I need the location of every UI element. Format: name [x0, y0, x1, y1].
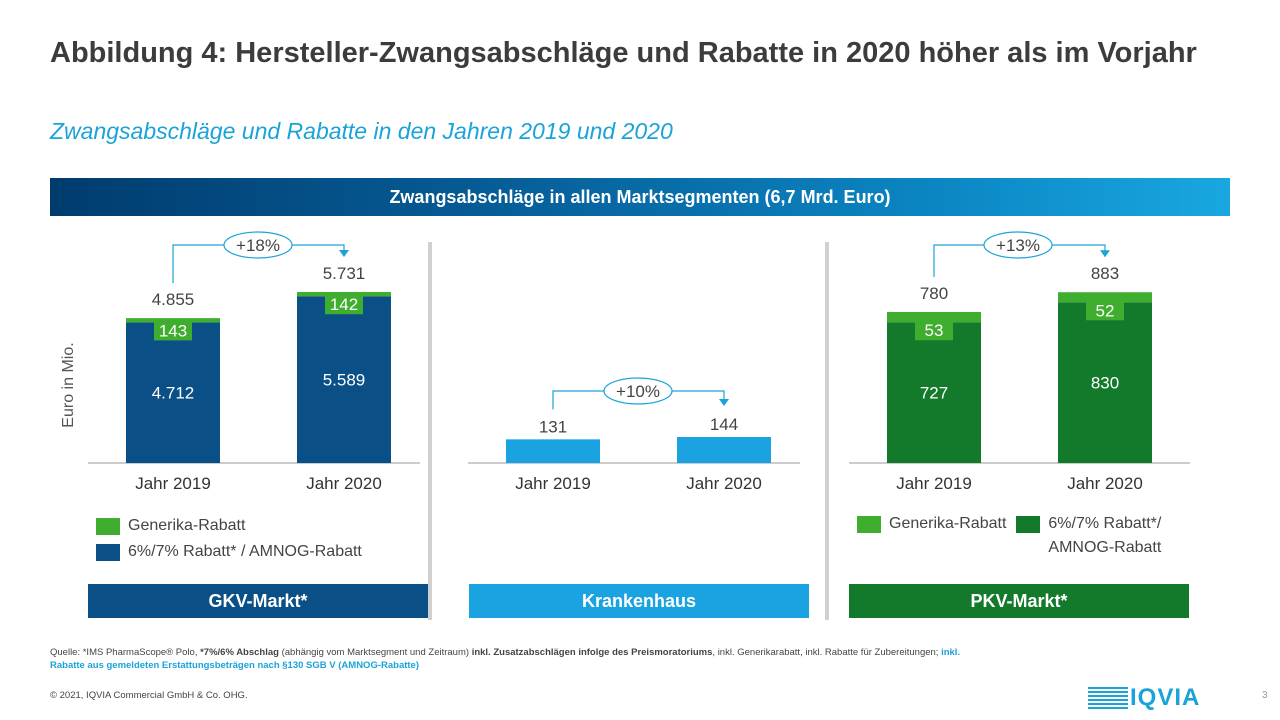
gkv-bar-generika-0 — [126, 318, 220, 323]
pkv-legend-generika: Generika-Rabatt — [857, 511, 1006, 537]
pkv-total-label-1: 883 — [1091, 264, 1119, 283]
gkv-bar-base-0 — [126, 322, 220, 463]
pkv-bar-generika-0 — [887, 311, 981, 323]
pkv-growth-arrow — [1100, 250, 1110, 258]
krankenhaus-bar-base-0 — [506, 439, 600, 463]
pkv-growth-bubble — [983, 231, 1053, 259]
gkv-total-label-0: 4.855 — [152, 290, 195, 309]
gkv-category-label-0: Jahr 2019 — [135, 474, 211, 493]
base-swatch — [1016, 515, 1041, 533]
page-title: Abbildung 4: Hersteller-Zwangsabschläge … — [50, 37, 1197, 69]
gkv-bar-base-1 — [297, 296, 391, 463]
gkv-generika-label-1: 142 — [330, 295, 358, 314]
logo-lines-icon — [1088, 687, 1128, 709]
gkv-base-label-0: 4.712 — [152, 384, 195, 403]
krankenhaus-growth-bubble — [603, 377, 673, 405]
pkv-base-label-1: 830 — [1091, 374, 1119, 393]
gkv-generika-label-bg-1 — [325, 294, 363, 315]
gkv-legend-base: 6%/7% Rabatt* / AMNOG-Rabatt — [96, 539, 362, 565]
gkv-generika-label-0: 143 — [159, 321, 187, 340]
panel-divider-right — [825, 242, 829, 620]
pkv-category-label-0: Jahr 2019 — [896, 474, 972, 493]
panel-divider-left — [428, 242, 432, 620]
pkv-category-label-1: Jahr 2020 — [1067, 474, 1143, 493]
pkv-base-label-0: 727 — [920, 384, 948, 403]
gkv-legend: Generika-Rabatt 6%/7% Rabatt* / AMNOG-Ra… — [96, 513, 362, 565]
copyright: © 2021, IQVIA Commercial GmbH & Co. OHG. — [50, 690, 248, 701]
legend-label: Generika-Rabatt — [889, 515, 1007, 532]
krankenhaus-total-label-1: 144 — [710, 415, 738, 434]
krankenhaus-growth-arrow — [719, 399, 729, 406]
y-axis-label: Euro in Mio. — [60, 342, 77, 427]
pkv-bar-base-0 — [887, 322, 981, 463]
pkv-total-label-0: 780 — [920, 284, 948, 303]
pkv-generika-label-bg-1 — [1086, 300, 1124, 321]
base-swatch — [96, 543, 120, 561]
segment-krankenhaus: Krankenhaus — [469, 584, 809, 618]
gkv-growth-arrow — [339, 250, 349, 257]
gkv-total-label-1: 5.731 — [323, 264, 366, 283]
gkv-legend-generika: Generika-Rabatt — [96, 513, 362, 539]
segment-gkv: GKV-Markt* — [88, 584, 428, 618]
generika-swatch — [857, 515, 881, 533]
pkv-bar-base-1 — [1058, 302, 1152, 463]
gkv-bar-generika-1 — [297, 292, 391, 297]
pkv-generika-label-bg-0 — [915, 320, 953, 341]
gkv-growth-label: +18% — [236, 236, 280, 255]
krankenhaus-category-label-1: Jahr 2020 — [686, 474, 762, 493]
page-subtitle: Zwangsabschläge und Rabatte in den Jahre… — [50, 118, 673, 144]
krankenhaus-growth-label: +10% — [616, 382, 660, 401]
section-banner: Zwangsabschläge in allen Marktsegmenten … — [50, 178, 1230, 216]
krankenhaus-bar-base-1 — [677, 437, 771, 463]
segment-pkv: PKV-Markt* — [849, 584, 1189, 618]
krankenhaus-total-label-0: 131 — [539, 417, 567, 436]
legend-label: Generika-Rabatt — [128, 517, 246, 534]
krankenhaus-category-label-0: Jahr 2019 — [515, 474, 591, 493]
gkv-growth-bubble — [223, 231, 293, 259]
pkv-growth-label: +13% — [996, 236, 1040, 255]
gkv-generika-label-bg-0 — [154, 320, 192, 341]
pkv-bar-generika-1 — [1058, 292, 1152, 303]
pkv-legend: Generika-Rabatt 6%/7% Rabatt*/ AMNOG-Rab… — [857, 511, 1161, 559]
page-number: 3 — [1262, 690, 1268, 701]
legend-label-cont: AMNOG-Rabatt — [1048, 539, 1162, 556]
legend-label: 6%/7% Rabatt*/ — [1048, 515, 1162, 532]
pkv-generika-label-1: 52 — [1096, 301, 1115, 320]
generika-swatch — [96, 517, 120, 535]
gkv-base-label-1: 5.589 — [323, 371, 366, 390]
gkv-category-label-1: Jahr 2020 — [306, 474, 382, 493]
iqvia-logo: IQVIA — [1088, 684, 1200, 712]
pkv-legend-base: 6%/7% Rabatt*/ AMNOG-Rabatt — [1016, 511, 1161, 559]
source-note: Quelle: *IMS PharmaScope® Polo, *7%/6% A… — [50, 647, 961, 671]
legend-label: 6%/7% Rabatt* / AMNOG-Rabatt — [128, 543, 362, 560]
pkv-generika-label-0: 53 — [925, 321, 944, 340]
